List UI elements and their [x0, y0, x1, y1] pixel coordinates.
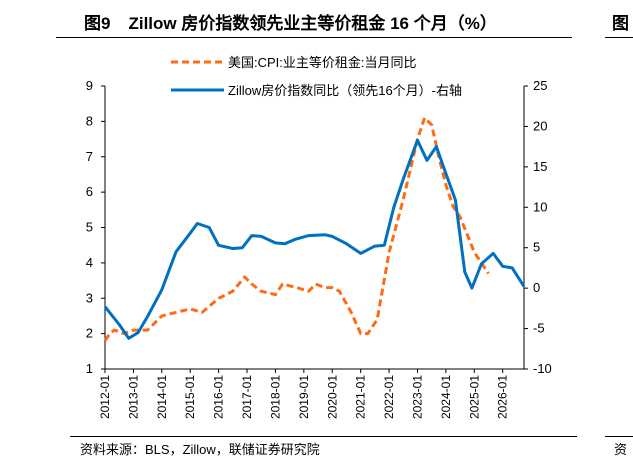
- source-divider: [70, 436, 577, 437]
- right-tick-label: 10: [533, 199, 547, 214]
- legend-label: Zillow房价指数同比（领先16个月）-右轴: [228, 83, 462, 98]
- left-tick-label: 1: [86, 361, 93, 376]
- x-tick-label: 2017-01: [240, 375, 254, 419]
- right-tick-label: 15: [533, 159, 547, 174]
- x-tick-label: 2013-01: [126, 375, 140, 419]
- right-tick-label: 25: [533, 78, 547, 93]
- x-tick-label: 2020-01: [325, 375, 339, 419]
- next-figure-title-partial: 图: [612, 14, 629, 33]
- title-divider: [56, 37, 572, 38]
- left-tick-label: 6: [86, 184, 93, 199]
- right-tick-label: 0: [533, 280, 540, 295]
- zillow-index-line: [103, 138, 526, 340]
- x-tick-label: 2026-01: [496, 375, 510, 419]
- left-tick-label: 2: [86, 326, 93, 341]
- left-tick-label: 8: [86, 113, 93, 128]
- x-tick-label: 2012-01: [98, 375, 112, 419]
- x-tick-label: 2025-01: [467, 375, 481, 419]
- next-source-divider: [605, 436, 633, 437]
- x-tick-label: 2016-01: [212, 375, 226, 419]
- next-figure-divider: [605, 37, 633, 38]
- x-tick-label: 2014-01: [155, 375, 169, 419]
- right-tick-label: 20: [533, 118, 547, 133]
- figure-number: 图9: [84, 14, 111, 33]
- x-tick-label: 2015-01: [183, 375, 197, 419]
- x-tick-label: 2018-01: [268, 375, 282, 419]
- figure-title-text: Zillow 房价指数领先业主等价租金 16 个月（%）: [128, 14, 497, 33]
- left-tick-label: 7: [86, 149, 93, 164]
- x-tick-label: 2024-01: [439, 375, 453, 419]
- left-tick-label: 5: [86, 220, 93, 235]
- left-tick-label: 9: [86, 78, 93, 93]
- left-tick-label: 3: [86, 290, 93, 305]
- x-tick-label: 2019-01: [297, 375, 311, 419]
- x-tick-label: 2022-01: [382, 375, 396, 419]
- chart-title: 图9 Zillow 房价指数领先业主等价租金 16 个月（%）: [84, 9, 497, 34]
- right-tick-label: -5: [533, 321, 545, 336]
- x-tick-label: 2023-01: [410, 375, 424, 419]
- right-tick-label: -10: [533, 361, 552, 376]
- left-tick-label: 4: [86, 255, 93, 270]
- source-note: 资料来源：BLS，Zillow，联储证券研究院: [80, 442, 320, 457]
- next-figure-source-partial: 资: [614, 442, 628, 457]
- x-tick-label: 2021-01: [354, 375, 368, 419]
- cpi-oer-line: [103, 116, 490, 342]
- right-tick-label: 5: [533, 240, 540, 255]
- legend-label: 美国:CPI:业主等价租金:当月同比: [228, 55, 417, 70]
